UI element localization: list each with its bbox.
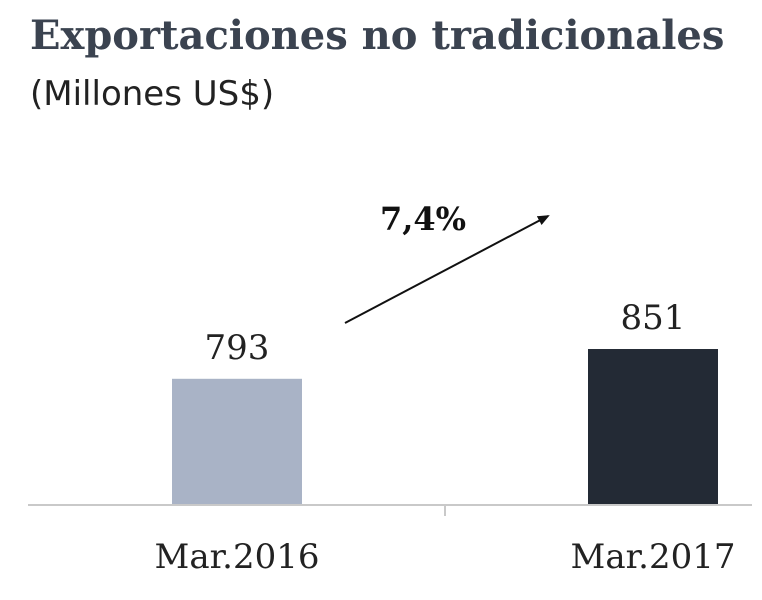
value-label: 851: [621, 298, 686, 338]
growth-annotation: 7,4%: [380, 200, 466, 238]
x-tick-label: Mar.2016: [155, 537, 320, 577]
bar-mar-2016: [172, 378, 302, 504]
x-tick-label: Mar.2017: [571, 537, 736, 577]
growth-arrow: [344, 215, 550, 324]
chart-title: Exportaciones no tradicionales: [30, 12, 725, 59]
chart-subtitle: (Millones US$): [30, 74, 275, 114]
bar-mar-2017: [588, 349, 718, 504]
value-label: 793: [205, 328, 270, 368]
